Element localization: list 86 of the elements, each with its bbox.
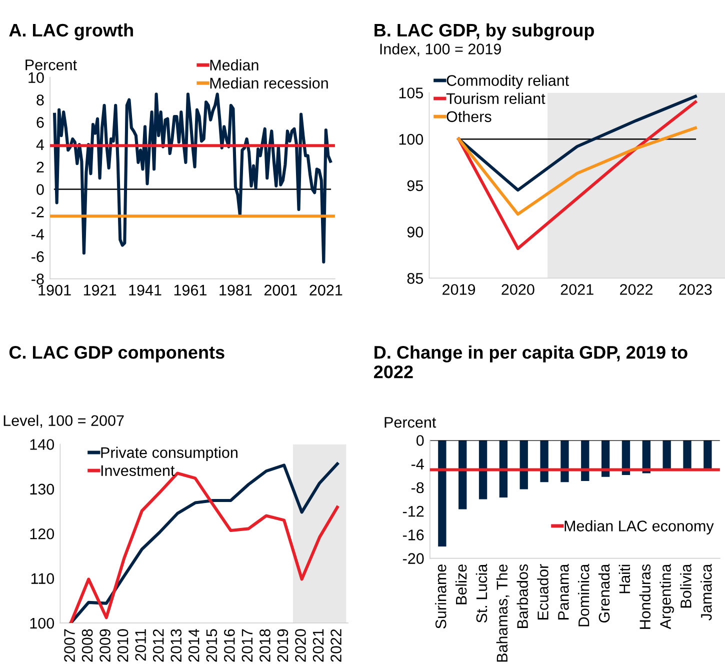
legend-label: Median — [210, 59, 258, 71]
x-tick-label: 1921 — [84, 284, 116, 296]
x-tick-label: Belize — [455, 564, 467, 604]
y-tick-label: -2 — [32, 206, 44, 218]
y-tick-label: 2 — [36, 162, 44, 172]
x-tick-label: Ecuador — [537, 564, 548, 620]
y-tick-label: 120 — [30, 528, 54, 540]
legend-label: Tourism reliant — [446, 92, 546, 104]
x-tick-label: 2019 — [277, 629, 288, 662]
y-tick-label: 100 — [30, 618, 54, 629]
x-tick-label: Dominica — [578, 564, 590, 626]
y-tick-label: -4 — [411, 458, 424, 470]
legend-label: Others — [446, 110, 492, 122]
x-tick-label: 2023 — [679, 284, 712, 295]
x-tick-label: Haiti — [618, 564, 630, 594]
y-axis-title: Index, 100 = 2019 — [380, 43, 501, 56]
y-tick-label: 10 — [28, 72, 44, 84]
y-tick-label: 0 — [36, 184, 44, 195]
x-tick-label: 2012 — [152, 629, 164, 662]
x-tick-label: Argentina — [660, 564, 674, 630]
y-tick-label: 85 — [407, 273, 424, 284]
x-tick-label: 2007 — [64, 629, 75, 662]
x-tick-label: Suriname — [435, 564, 446, 629]
y-axis-title: Percent — [384, 417, 436, 428]
x-tick-label: 2022 — [620, 284, 652, 295]
x-tick-label: 1901 — [38, 284, 71, 296]
y-tick-label: -6 — [32, 251, 44, 262]
x-tick-label: Barbados — [516, 564, 528, 628]
y-tick-label: 0 — [416, 435, 424, 446]
y-tick-label: -8 — [32, 274, 44, 284]
chart-title: A. LAC growth — [9, 23, 133, 40]
x-tick-label: Bahamas, The — [496, 564, 510, 662]
y-tick-label: 4 — [36, 140, 44, 150]
y-tick-label: -20 — [402, 553, 424, 564]
legend-label: Median LAC economy — [564, 520, 714, 534]
x-tick-label: Bolivia — [680, 564, 692, 608]
x-tick-label: 2011 — [135, 629, 146, 661]
legend-label: Private consumption — [101, 446, 238, 461]
x-tick-label: 1981 — [220, 284, 252, 296]
y-tick-label: -4 — [32, 229, 44, 240]
x-tick-label: Honduras — [639, 564, 651, 629]
y-tick-label: -12 — [402, 506, 424, 517]
y-tick-label: 6 — [36, 117, 44, 128]
chart-title: C. LAC GDP components — [9, 346, 224, 362]
x-tick-label: 2016 — [224, 629, 235, 662]
x-tick-label: 2021 — [310, 284, 342, 296]
y-axis-title: Percent — [26, 60, 77, 70]
x-tick-label: 2018 — [260, 629, 270, 662]
x-tick-label: 2019 — [442, 284, 476, 295]
x-tick-label: St. Lucia — [476, 564, 488, 623]
x-tick-label: 2010 — [117, 629, 128, 662]
x-tick-label: 2001 — [264, 284, 297, 296]
x-tick-label: 1961 — [174, 284, 206, 296]
y-tick-label: 95 — [407, 180, 424, 192]
legend-label: Commodity reliant — [446, 74, 570, 89]
y-tick-label: 90 — [407, 226, 424, 238]
x-tick-label: 2015 — [206, 629, 218, 662]
x-tick-label: Grenada — [598, 564, 610, 623]
x-tick-label: 2009 — [100, 629, 110, 662]
x-tick-label: 2021 — [560, 284, 594, 295]
x-tick-label: Jamaica — [700, 564, 712, 620]
chart-title: D. Change in per capita GDP, 2019 to 2022 — [374, 346, 688, 378]
x-tick-label: 2022 — [330, 629, 342, 662]
y-tick-label: 100 — [399, 134, 424, 145]
y-axis-title: Level, 100 = 2007 — [4, 414, 124, 428]
chart-title: B. LAC GDP, by subgroup — [374, 23, 594, 40]
x-tick-label: 2020 — [295, 629, 306, 662]
x-tick-label: 2020 — [502, 284, 534, 295]
x-tick-label: 2017 — [242, 629, 253, 662]
y-tick-label: 105 — [399, 88, 424, 98]
y-tick-label: 110 — [31, 573, 54, 584]
x-tick-label: 2008 — [82, 629, 93, 662]
x-tick-label: 2014 — [188, 628, 200, 662]
legend-label: Median recession — [210, 77, 328, 89]
x-tick-label: 2021 — [312, 629, 324, 662]
x-tick-label: 2013 — [170, 629, 182, 662]
line-series — [53, 92, 332, 264]
y-tick-label: -8 — [411, 482, 424, 494]
y-tick-label: 140 — [30, 439, 54, 450]
x-tick-label: Panama — [558, 564, 569, 620]
legend-label: Investment — [101, 465, 175, 476]
x-tick-label: 1941 — [129, 284, 162, 296]
y-tick-label: 130 — [30, 484, 54, 495]
line-series — [457, 126, 697, 216]
y-tick-label: 8 — [36, 94, 44, 106]
y-tick-label: -16 — [402, 530, 424, 540]
